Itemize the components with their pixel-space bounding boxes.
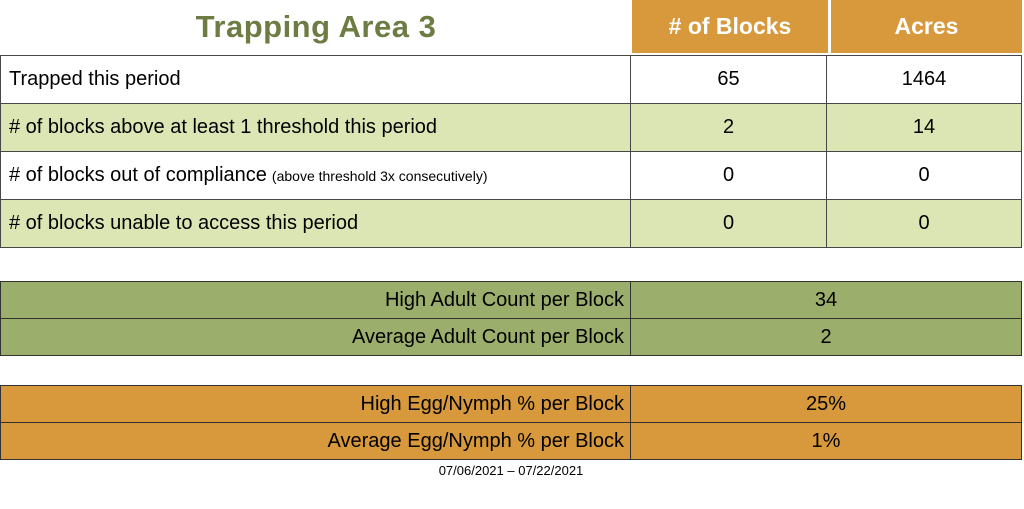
column-header-blocks: # of Blocks — [632, 0, 828, 53]
cell-acres: 0 — [918, 164, 930, 186]
table-row-above-threshold: # of blocks above at least 1 threshold t… — [1, 104, 1021, 152]
table-row-unable-to-access: # of blocks unable to access this period… — [1, 200, 1021, 248]
row-label: Average Adult Count per Block — [1, 319, 631, 355]
adult-count-table: High Adult Count per Block 34 Average Ad… — [0, 281, 1022, 356]
title-cell: Trapping Area 3 — [0, 0, 632, 53]
table-row-avg-egg: Average Egg/Nymph % per Block 1% — [1, 423, 1021, 459]
row-value: 25% — [805, 392, 847, 415]
cell-acres: 14 — [912, 116, 936, 138]
row-label: High Egg/Nymph % per Block — [1, 386, 631, 422]
table-row-high-adult: High Adult Count per Block 34 — [1, 282, 1021, 319]
row-label: # of blocks above at least 1 threshold t… — [1, 104, 631, 151]
table-header-row: Trapping Area 3 # of Blocks Acres — [0, 0, 1024, 53]
cell-blocks: 65 — [631, 56, 827, 103]
page-title: Trapping Area 3 — [195, 8, 437, 44]
main-table: Trapped this period 65 1464 # of blocks … — [0, 55, 1022, 248]
date-range: 07/06/2021 – 07/22/2021 — [438, 463, 584, 478]
cell-blocks: 0 — [631, 200, 827, 247]
column-header-acres: Acres — [828, 0, 1022, 53]
table-row-avg-adult: Average Adult Count per Block 2 — [1, 319, 1021, 355]
row-label: # of blocks unable to access this period — [1, 200, 631, 247]
cell-blocks: 2 — [631, 104, 827, 151]
row-label: Trapped this period — [1, 56, 631, 103]
table-row-high-egg: High Egg/Nymph % per Block 25% — [1, 386, 1021, 423]
cell-acres: 0 — [918, 212, 930, 234]
row-label: High Adult Count per Block — [1, 282, 631, 318]
cell-acres: 1464 — [901, 68, 947, 90]
table-row-out-of-compliance: # of blocks out of compliance (above thr… — [1, 152, 1021, 200]
row-label-note: (above threshold 3x consecutively) — [271, 167, 488, 184]
row-label-text: # of blocks above at least 1 threshold t… — [9, 116, 438, 138]
egg-nymph-table: High Egg/Nymph % per Block 25% Average E… — [0, 385, 1022, 460]
cell-blocks: 0 — [631, 152, 827, 199]
row-value: 1% — [811, 429, 841, 452]
row-label-text: # of blocks out of compliance — [9, 164, 267, 186]
row-label-text: # of blocks unable to access this period — [9, 212, 359, 234]
row-label-text: Trapped this period — [9, 68, 181, 90]
row-value: 2 — [820, 325, 832, 348]
row-label: # of blocks out of compliance (above thr… — [1, 152, 631, 199]
row-label: Average Egg/Nymph % per Block — [1, 423, 631, 459]
table-row-trapped: Trapped this period 65 1464 — [1, 56, 1021, 104]
row-value: 34 — [814, 288, 838, 311]
